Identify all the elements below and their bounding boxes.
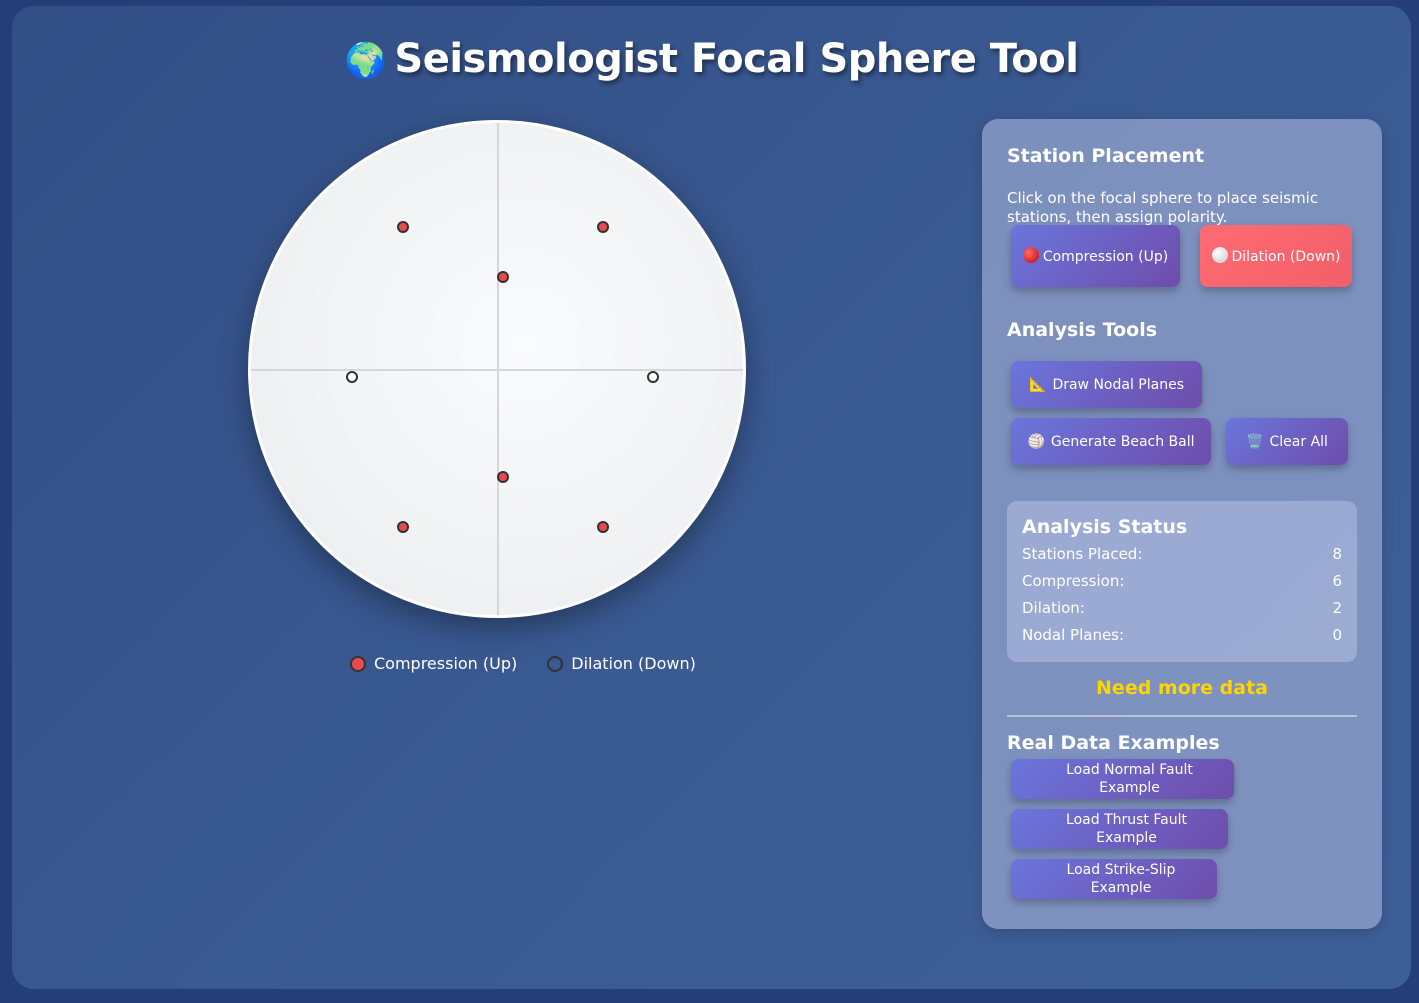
status-label: Nodal Planes: <box>1022 625 1125 644</box>
compression-station-marker[interactable] <box>597 521 609 533</box>
analysis-status-heading: Analysis Status <box>1022 516 1188 538</box>
analysis-status-box: Analysis Status Stations Placed: 8 Compr… <box>1007 501 1357 662</box>
red-circle-icon <box>1022 246 1039 263</box>
compression-station-marker[interactable] <box>397 221 409 233</box>
dilation-button-label: Dilation (Down) <box>1231 248 1341 265</box>
draw-nodal-planes-label: Draw Nodal Planes <box>1052 376 1184 393</box>
status-row: Nodal Planes: 0 <box>1022 621 1342 648</box>
compression-station-marker[interactable] <box>597 221 609 233</box>
analysis-tools-heading: Analysis Tools <box>1007 319 1158 341</box>
compression-station-marker[interactable] <box>497 271 509 283</box>
compression-button[interactable]: Compression (Up) <box>1011 225 1180 287</box>
trash-icon: 🗑️ <box>1246 433 1264 450</box>
generate-beach-ball-label: Generate Beach Ball <box>1050 433 1195 450</box>
status-row: Stations Placed: 8 <box>1022 540 1342 567</box>
station-placement-description: Click on the focal sphere to place seism… <box>1007 189 1319 226</box>
globe-icon: 🌍 <box>344 41 387 81</box>
dilation-dot-icon <box>547 655 564 672</box>
status-label: Dilation: <box>1022 598 1085 617</box>
status-label: Compression: <box>1022 571 1125 590</box>
dilation-station-marker[interactable] <box>647 371 659 383</box>
status-row: Dilation: 2 <box>1022 594 1342 621</box>
status-row: Compression: 6 <box>1022 567 1342 594</box>
real-data-examples-heading: Real Data Examples <box>1007 732 1220 754</box>
legend-compression: Compression (Up) <box>350 654 517 673</box>
status-value: 0 <box>1332 625 1342 644</box>
compression-button-label: Compression (Up) <box>1042 248 1169 265</box>
status-message: Need more data <box>1096 677 1268 699</box>
load-thrust-fault-button[interactable]: Load Thrust Fault Example <box>1011 809 1228 849</box>
sphere-legend: Compression (Up) Dilation (Down) <box>350 654 696 673</box>
white-circle-icon <box>1211 246 1228 263</box>
clear-all-button[interactable]: 🗑️ Clear All <box>1226 418 1348 465</box>
status-value: 8 <box>1332 544 1342 563</box>
control-panel: Station Placement Click on the focal sph… <box>982 119 1382 929</box>
dilation-station-marker[interactable] <box>346 371 358 383</box>
focal-sphere[interactable] <box>248 120 746 618</box>
status-value: 2 <box>1332 598 1342 617</box>
status-value: 6 <box>1332 571 1342 590</box>
compression-station-marker[interactable] <box>497 471 509 483</box>
generate-beach-ball-button[interactable]: 🏐 Generate Beach Ball <box>1011 418 1211 465</box>
compression-station-marker[interactable] <box>397 521 409 533</box>
volleyball-icon: 🏐 <box>1027 433 1045 450</box>
app-window: 🌍 Seismologist Focal Sphere Tool Compress… <box>12 6 1411 989</box>
page-title: 🌍 Seismologist Focal Sphere Tool <box>12 36 1411 82</box>
load-normal-fault-button[interactable]: Load Normal Fault Example <box>1011 759 1234 799</box>
station-placement-heading: Station Placement <box>1007 145 1205 167</box>
legend-compression-label: Compression (Up) <box>374 654 518 673</box>
compression-dot-icon <box>350 655 366 672</box>
section-divider <box>1007 715 1357 717</box>
clear-all-label: Clear All <box>1269 433 1328 450</box>
status-label: Stations Placed: <box>1022 544 1143 563</box>
draw-nodal-planes-button[interactable]: 📐 Draw Nodal Planes <box>1011 361 1202 408</box>
legend-dilation-label: Dilation (Down) <box>571 654 696 673</box>
dilation-button[interactable]: Dilation (Down) <box>1200 225 1352 287</box>
load-strike-slip-button[interactable]: Load Strike-Slip Example <box>1011 859 1217 899</box>
triangle-ruler-icon: 📐 <box>1029 376 1047 393</box>
horizontal-axis <box>251 369 743 371</box>
legend-dilation: Dilation (Down) <box>547 654 696 673</box>
page-title-text: Seismologist Focal Sphere Tool <box>394 36 1079 82</box>
